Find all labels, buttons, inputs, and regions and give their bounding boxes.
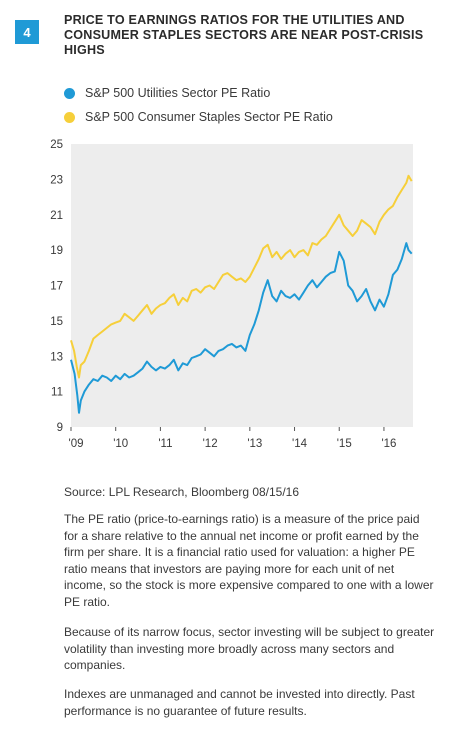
sector-risk-paragraph: Because of its narrow focus, sector inve…: [64, 625, 435, 672]
y-tick-label: 15: [50, 316, 63, 328]
y-tick-label: 23: [50, 174, 63, 186]
y-tick-label: 25: [50, 139, 63, 151]
y-tick-label: 21: [50, 210, 63, 222]
x-tick-label: '14: [292, 438, 308, 450]
figure-number-badge: 4: [15, 20, 39, 44]
disclaimer-paragraph: Indexes are unmanaged and cannot be inve…: [64, 687, 415, 718]
x-tick-label: '10: [113, 438, 128, 450]
pe-ratio-chart: 9 11 13 15 17 19 21 23 25 '09 '10 '11 '12 '13 '14 '15 '1…: [50, 139, 413, 450]
x-tick-label: '16: [381, 438, 396, 450]
legend-swatch-utilities: [64, 87, 75, 99]
chart-title: PRICE TO EARNINGS RATIOS FOR THE UTILITI…: [64, 13, 424, 57]
y-tick-label: 19: [50, 245, 63, 257]
series-line-utilities: [70, 242, 413, 414]
y-tick-label: 11: [51, 387, 63, 399]
legend-label-utilities: S&P 500 Utilities Sector PE Ratio: [85, 86, 271, 100]
x-tick-label: '15: [337, 438, 352, 450]
legend-item-utilities: S&P 500 Utilities Sector PE Ratio: [64, 81, 333, 105]
y-tick-label: 9: [57, 422, 63, 434]
chart-legend: S&P 500 Utilities Sector PE Ratio S&P 50…: [64, 81, 333, 129]
source-note: Source: LPL Research, Bloomberg 08/15/16: [64, 485, 300, 499]
plot-area: [71, 144, 413, 427]
legend-label-staples: S&P 500 Consumer Staples Sector PE Ratio: [85, 110, 333, 124]
x-tick-label: '13: [247, 438, 262, 450]
series-line-staples: [70, 174, 413, 379]
x-tick-label: '12: [203, 438, 218, 450]
y-tick-label: 13: [50, 351, 63, 363]
definition-paragraph: The PE ratio (price-to-earnings ratio) i…: [64, 512, 434, 609]
y-tick-label: 17: [50, 281, 63, 293]
legend-swatch-staples: [64, 111, 75, 123]
x-tick-label: '11: [158, 438, 172, 450]
x-tick-label: '09: [69, 438, 84, 450]
legend-item-staples: S&P 500 Consumer Staples Sector PE Ratio: [64, 105, 333, 129]
